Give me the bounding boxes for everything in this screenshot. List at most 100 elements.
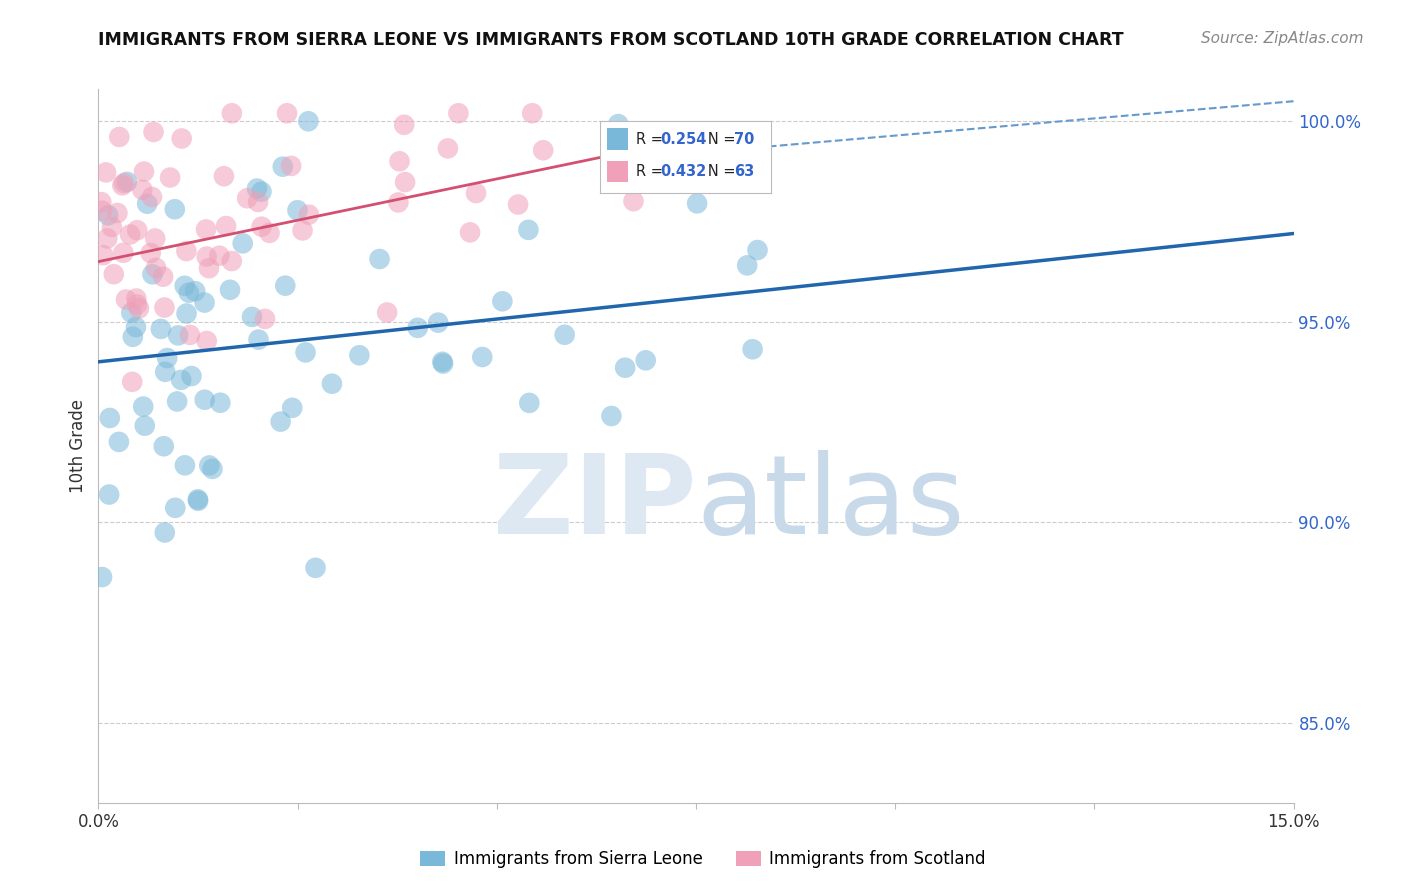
Point <box>219 283 242 297</box>
Point <box>250 185 273 199</box>
Point <box>163 202 186 217</box>
Text: ZIP: ZIP <box>492 450 696 557</box>
Point <box>194 392 217 407</box>
Point <box>447 106 470 120</box>
Point <box>120 227 142 242</box>
Point <box>392 118 415 132</box>
Point <box>125 297 148 311</box>
Point <box>108 130 131 145</box>
Point <box>250 219 273 234</box>
Point <box>208 249 231 263</box>
Point <box>96 231 118 245</box>
Point <box>98 411 121 425</box>
Point <box>101 219 124 234</box>
Point <box>111 178 134 193</box>
Point <box>254 312 277 326</box>
Point <box>388 154 411 169</box>
Point <box>741 343 763 357</box>
Point <box>121 330 143 344</box>
Point <box>176 306 198 320</box>
Text: 63: 63 <box>734 164 754 178</box>
Point <box>91 248 114 262</box>
Text: Source: ZipAtlas.com: Source: ZipAtlas.com <box>1201 31 1364 46</box>
Point <box>125 320 148 334</box>
Point <box>247 333 270 347</box>
Text: R =: R = <box>637 132 668 146</box>
Point <box>600 409 623 423</box>
Point <box>152 439 174 453</box>
Point <box>195 334 218 348</box>
Point <box>735 259 758 273</box>
Point <box>607 117 630 131</box>
Point <box>387 195 409 210</box>
Text: 70: 70 <box>734 132 754 146</box>
Point <box>108 434 131 449</box>
Point <box>281 401 304 415</box>
Point <box>128 301 150 316</box>
Point <box>198 458 221 473</box>
Point <box>139 246 162 260</box>
Point <box>107 206 129 220</box>
Text: N =: N = <box>695 132 741 146</box>
Point <box>201 462 224 476</box>
Point <box>152 269 174 284</box>
Point <box>166 394 188 409</box>
Point <box>297 114 319 128</box>
Point <box>165 500 187 515</box>
Point <box>97 208 120 222</box>
Point <box>634 353 657 368</box>
Point <box>103 267 125 281</box>
Text: N =: N = <box>695 164 741 178</box>
Point <box>522 106 544 120</box>
Point <box>747 243 769 257</box>
Point <box>115 175 138 189</box>
Point <box>236 191 259 205</box>
Point <box>531 143 554 157</box>
Point <box>432 357 454 371</box>
Point <box>406 321 429 335</box>
Point <box>98 487 121 501</box>
Bar <box>607 128 627 150</box>
Point <box>187 492 209 507</box>
Point <box>614 360 637 375</box>
Point <box>221 106 243 120</box>
Point <box>131 183 153 197</box>
Point <box>517 223 540 237</box>
Point <box>432 355 454 369</box>
Point <box>215 219 238 233</box>
Point <box>176 244 198 258</box>
Point <box>159 170 181 185</box>
Point <box>465 186 488 200</box>
Point <box>177 285 200 300</box>
Y-axis label: 10th Grade: 10th Grade <box>69 399 87 493</box>
Bar <box>607 161 627 182</box>
Text: 0.254: 0.254 <box>661 132 707 146</box>
Point <box>115 293 138 307</box>
Point <box>304 561 326 575</box>
Point <box>298 208 321 222</box>
Text: R =: R = <box>637 164 668 178</box>
Point <box>294 345 316 359</box>
Point <box>153 301 176 315</box>
Point <box>195 250 218 264</box>
Point <box>212 169 235 184</box>
Point <box>173 278 195 293</box>
Point <box>155 365 177 379</box>
Point <box>170 373 193 387</box>
Point <box>91 203 114 218</box>
Point <box>221 254 243 268</box>
Point <box>170 131 193 145</box>
Text: 0.432: 0.432 <box>661 164 706 178</box>
Point <box>94 165 117 179</box>
Point <box>427 316 450 330</box>
Point <box>437 141 460 155</box>
Point <box>274 278 297 293</box>
Point <box>247 194 270 209</box>
Point <box>193 295 215 310</box>
Point <box>91 570 114 584</box>
Legend: Immigrants from Sierra Leone, Immigrants from Scotland: Immigrants from Sierra Leone, Immigrants… <box>413 844 993 875</box>
Point <box>458 225 481 239</box>
Point <box>276 106 298 120</box>
Point <box>240 310 263 324</box>
Point <box>167 328 190 343</box>
